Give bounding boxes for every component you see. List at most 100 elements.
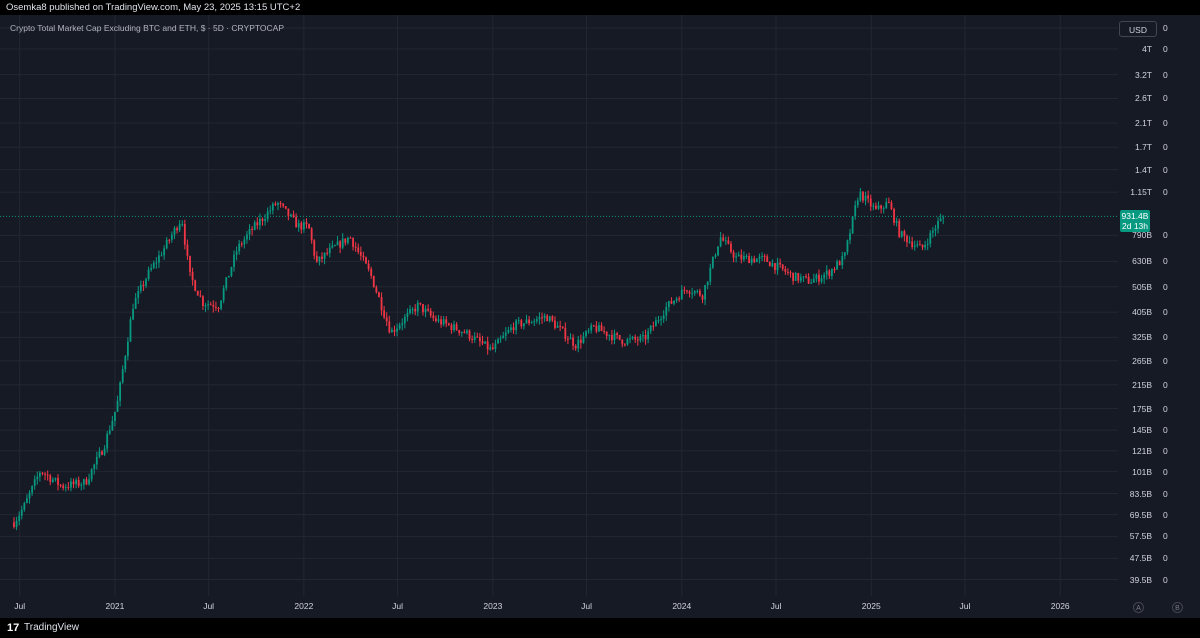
candle xyxy=(75,477,78,489)
secondary-scale-label: 0 xyxy=(1163,307,1168,318)
candle xyxy=(471,335,474,344)
candle xyxy=(390,327,393,333)
candle xyxy=(481,335,484,346)
candle xyxy=(740,249,743,264)
candle xyxy=(292,210,295,218)
candle xyxy=(590,322,593,334)
candle xyxy=(341,233,344,250)
candle xyxy=(323,252,326,265)
price-label: 265B xyxy=(1132,355,1152,366)
candle xyxy=(207,300,210,310)
candle xyxy=(222,285,225,304)
candle xyxy=(72,478,75,489)
time-label: 2023 xyxy=(483,601,503,611)
candle xyxy=(820,274,823,284)
candle xyxy=(745,253,748,260)
candle xyxy=(77,476,80,488)
candle xyxy=(36,471,39,485)
log-scale-button[interactable]: B xyxy=(1172,602,1183,613)
secondary-scale-label: 0 xyxy=(1163,117,1168,128)
candle xyxy=(266,207,269,223)
candle xyxy=(315,251,318,263)
candle xyxy=(271,202,274,215)
candle xyxy=(535,316,538,324)
candle xyxy=(220,300,222,311)
candle xyxy=(748,252,750,264)
candle xyxy=(455,321,458,331)
candle xyxy=(57,474,59,491)
candle xyxy=(655,316,657,327)
currency-button[interactable]: USD xyxy=(1119,21,1157,37)
candle xyxy=(512,322,515,334)
candle xyxy=(28,490,31,504)
candle xyxy=(763,253,766,262)
candle xyxy=(761,252,763,262)
candle xyxy=(776,257,779,275)
secondary-scale-label: 0 xyxy=(1163,509,1168,520)
candle xyxy=(424,305,427,318)
time-label: Jul xyxy=(581,601,592,611)
candle xyxy=(854,200,857,220)
candle xyxy=(717,246,719,257)
candle xyxy=(727,236,730,245)
candle xyxy=(543,313,546,322)
candle xyxy=(642,330,644,342)
candle xyxy=(310,227,313,244)
candle xyxy=(416,300,419,317)
auto-scale-button[interactable]: A xyxy=(1133,602,1144,613)
candle xyxy=(328,243,331,258)
candlestick-chart[interactable] xyxy=(0,15,1118,596)
candle xyxy=(385,312,388,327)
candle xyxy=(458,329,461,336)
candle xyxy=(898,218,901,239)
candle xyxy=(279,201,282,208)
candle xyxy=(189,255,191,277)
candle xyxy=(722,233,725,242)
chart-pane[interactable]: Crypto Total Market Cap Excluding BTC an… xyxy=(0,15,1118,596)
candle xyxy=(667,300,670,312)
candle xyxy=(116,395,119,412)
tradingview-logo-icon: 17 xyxy=(7,622,20,634)
candle xyxy=(274,201,277,206)
time-label: 2026 xyxy=(1050,601,1070,611)
time-label: 2024 xyxy=(672,601,692,611)
candle xyxy=(582,332,585,344)
candle xyxy=(473,332,476,343)
candle xyxy=(132,303,134,321)
candle xyxy=(696,289,699,294)
candle xyxy=(336,236,339,246)
candle xyxy=(605,331,608,340)
candle xyxy=(662,310,665,323)
price-label: 215B xyxy=(1132,379,1152,390)
candle xyxy=(887,197,890,204)
secondary-scale-label: 0 xyxy=(1163,256,1168,267)
candle xyxy=(929,229,932,248)
price-label: 2.1T xyxy=(1134,117,1152,128)
candle xyxy=(644,329,647,345)
candle xyxy=(178,220,181,233)
candle xyxy=(62,483,65,491)
candle xyxy=(502,331,505,339)
candle xyxy=(93,463,96,475)
candle xyxy=(290,213,292,218)
candle xyxy=(649,324,652,335)
candle xyxy=(678,296,681,302)
candle xyxy=(699,288,701,297)
candle xyxy=(846,239,849,255)
candle xyxy=(724,236,727,245)
secondary-scale-label: 0 xyxy=(1163,531,1168,542)
candle xyxy=(101,450,103,456)
candle xyxy=(246,230,248,244)
price-scale[interactable]: 4.8T4T3.2T2.6T2.1T1.7T1.4T1.15T790B630B5… xyxy=(1118,15,1158,596)
candle xyxy=(427,304,430,312)
candle xyxy=(882,206,885,214)
candle xyxy=(352,237,354,251)
candle xyxy=(926,238,929,251)
candle xyxy=(675,296,678,303)
candle xyxy=(859,187,862,203)
candle xyxy=(548,315,551,323)
candle xyxy=(238,239,241,255)
candle xyxy=(737,251,740,257)
candle xyxy=(233,250,235,272)
time-axis[interactable]: Jul 2021 Jul 2022 Jul 2023 Jul 2024 Jul 2025 Jul 20… xyxy=(0,596,1200,618)
